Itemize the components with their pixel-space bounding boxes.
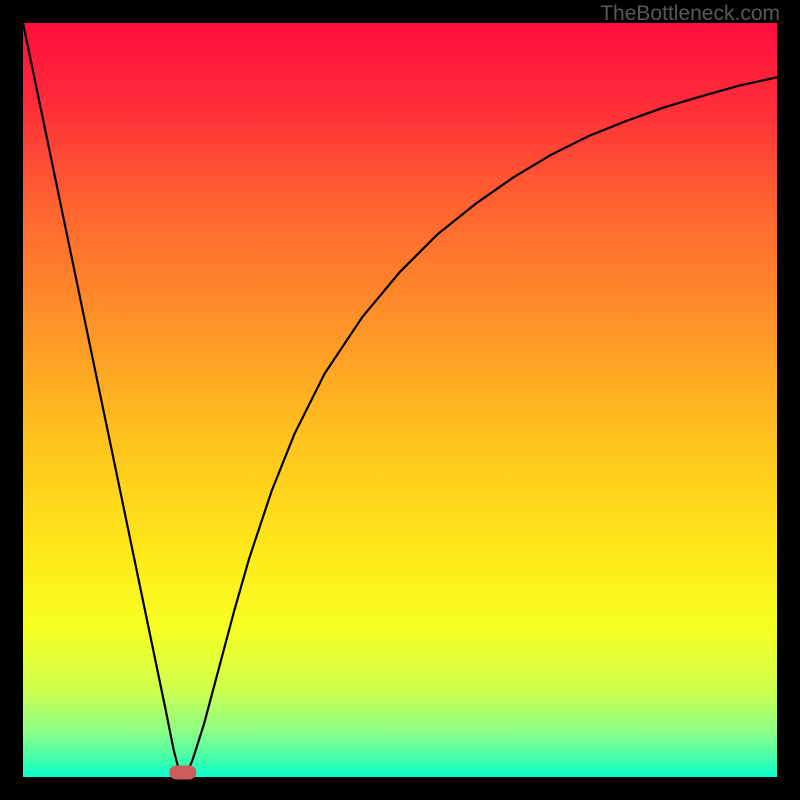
plot-background [23, 23, 777, 777]
chart-container: TheBottleneck.com [0, 0, 800, 800]
watermark-text: TheBottleneck.com [600, 2, 780, 26]
optimum-marker [169, 765, 196, 779]
bottleneck-chart [0, 0, 800, 800]
